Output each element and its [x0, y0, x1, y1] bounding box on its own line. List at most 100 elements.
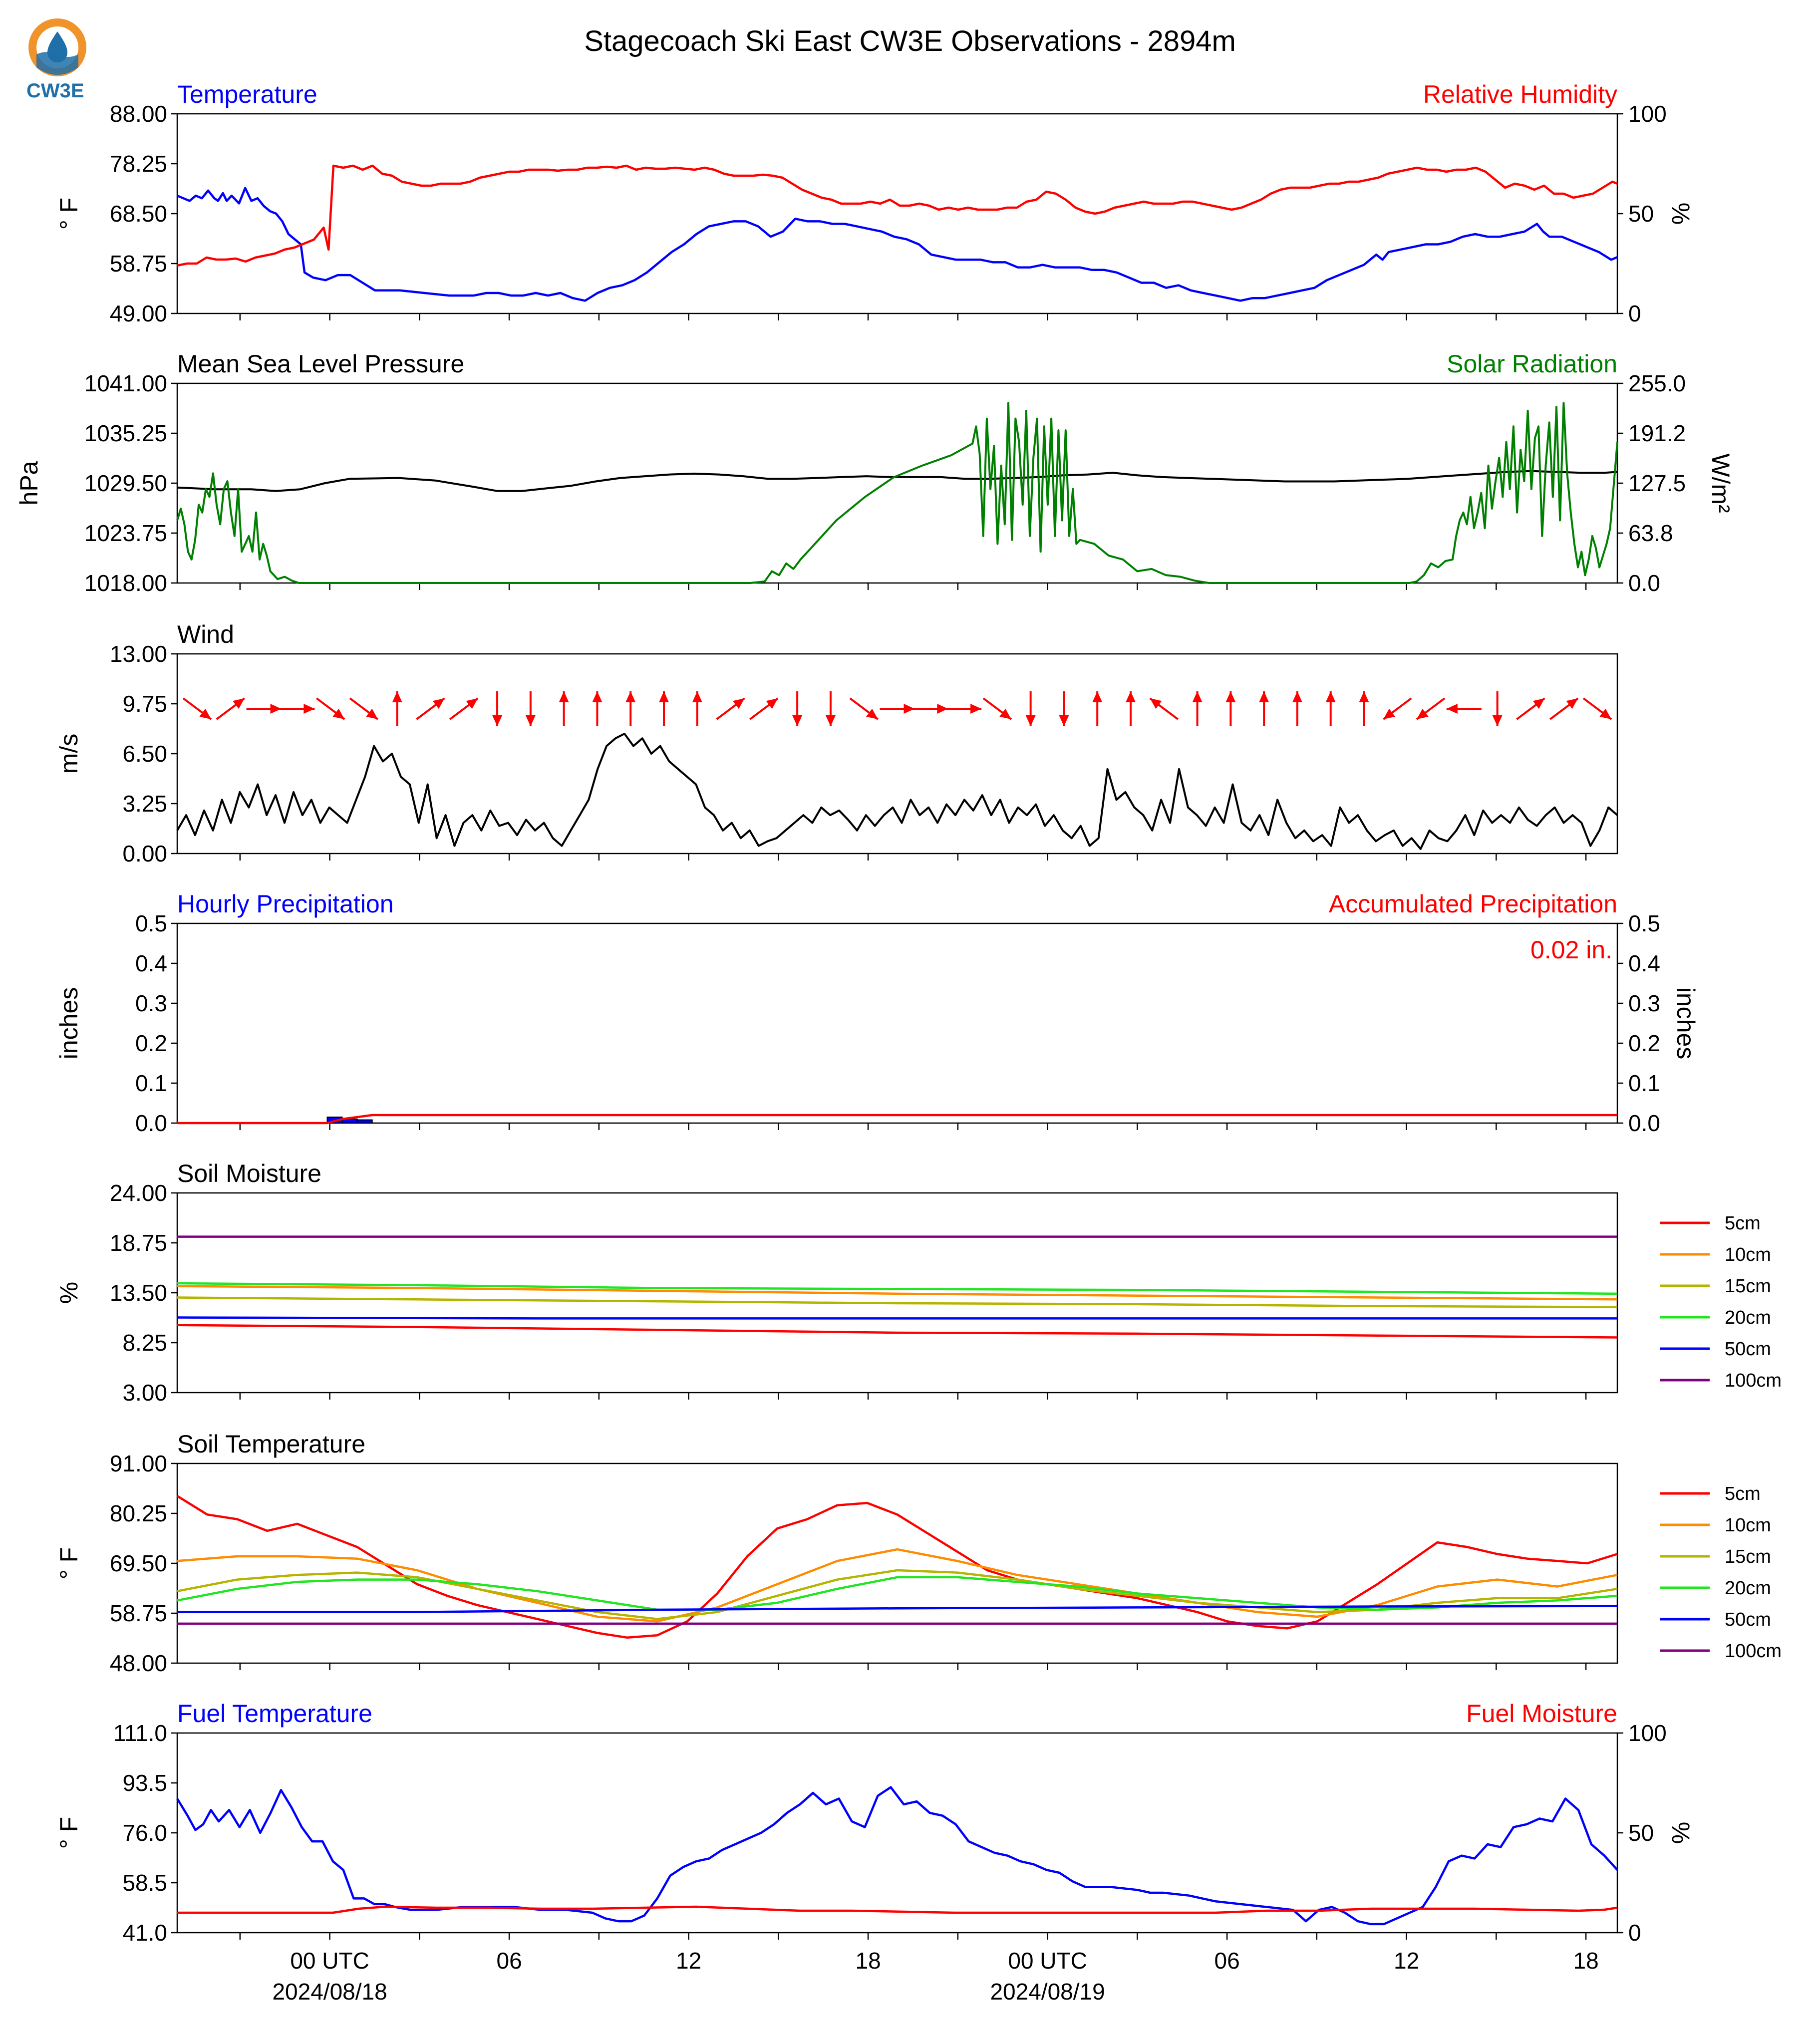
- panel-title-left: Temperature: [177, 80, 317, 108]
- wind-arrow: [792, 691, 803, 726]
- wind-arrow-head: [766, 698, 778, 709]
- series-line-2: [177, 1296, 1618, 1308]
- wind-arrow: [716, 697, 745, 720]
- y-axis-label: ° F: [55, 1817, 83, 1849]
- y-tick-label: 69.50: [110, 1550, 167, 1576]
- series-line-0: [177, 470, 1618, 492]
- wind-arrow: [1516, 697, 1545, 720]
- wind-arrow-head: [492, 715, 503, 726]
- accum-annotation: 0.02 in.: [1530, 936, 1612, 964]
- wind-arrow-head: [233, 698, 245, 709]
- cw3e-logo: CW3E: [26, 18, 86, 102]
- wind-arrow: [1192, 691, 1203, 726]
- date-label: 2024/08/19: [990, 1979, 1105, 2005]
- wind-arrow: [749, 697, 779, 720]
- y-tick-label: 1035.25: [84, 420, 167, 446]
- wind-arrow-head: [692, 691, 702, 702]
- y-tick-label-right: 0: [1628, 300, 1641, 326]
- wind-arrow-head: [1126, 691, 1136, 702]
- series-line-0: [176, 1786, 1618, 1926]
- wind-arrow-head: [1383, 708, 1395, 719]
- wind-arrow: [592, 691, 603, 726]
- y-tick-label: 111.0: [113, 1720, 167, 1746]
- y-tick-label: 0.2: [135, 1030, 167, 1056]
- legend-label: 5cm: [1725, 1483, 1761, 1504]
- series-line-0: [176, 1495, 1618, 1639]
- y-tick-label-right: 0.2: [1628, 1030, 1660, 1056]
- panel-title-left: Soil Moisture: [177, 1159, 321, 1187]
- series-line-0: [177, 187, 1618, 302]
- wind-arrow-head: [937, 704, 948, 714]
- wind-arrow-head: [366, 708, 378, 719]
- wind-arrow: [1359, 691, 1369, 726]
- series-line-4: [177, 1316, 1617, 1320]
- wind-arrow-head: [392, 691, 402, 702]
- y-axis-label: ° F: [55, 1547, 83, 1579]
- y-axis-label: inches: [55, 987, 83, 1060]
- wind-arrow-head: [1225, 691, 1236, 702]
- series-line-1: [177, 1548, 1618, 1623]
- y-tick-label: 9.75: [122, 691, 167, 717]
- y-tick-label-right: 191.2: [1628, 420, 1686, 446]
- legend-label: 50cm: [1725, 1339, 1771, 1360]
- y-axis-label-right: %: [1667, 1822, 1695, 1844]
- wind-arrow: [416, 697, 445, 720]
- y-tick-label: 18.75: [110, 1230, 167, 1256]
- legend-label: 10cm: [1725, 1515, 1771, 1536]
- wind-arrow: [982, 697, 1012, 720]
- y-tick-label: 88.00: [110, 101, 167, 127]
- panel-title-left: Wind: [177, 620, 234, 648]
- y-tick-label: 8.25: [122, 1330, 167, 1356]
- y-tick-label: 48.00: [110, 1650, 167, 1676]
- y-tick-label-right: 0.5: [1628, 910, 1660, 936]
- y-tick-label: 76.0: [122, 1820, 167, 1846]
- series-line-1: [176, 402, 1618, 584]
- y-tick-label: 0.5: [135, 910, 167, 936]
- panel-frame: [176, 653, 1618, 855]
- y-axis-label-right: W/m²: [1707, 453, 1735, 513]
- y-tick-label: 13.00: [110, 641, 167, 667]
- panel-wind: Wind 0.00 3.25 6.50 9.75 13.00 m/s: [55, 620, 1618, 867]
- wind-arrow: [492, 691, 503, 726]
- y-tick-label: 6.50: [122, 741, 167, 767]
- y-tick-label: 3.00: [122, 1380, 167, 1406]
- wind-arrow: [1446, 704, 1482, 714]
- y-tick-label-right: 50: [1628, 1820, 1654, 1846]
- wind-arrow-head: [1192, 691, 1203, 702]
- panel-soil-temp: Soil Temperature 48.00 58.75 69.50 80.25 91.0…: [55, 1430, 1782, 1676]
- wind-arrow: [1149, 697, 1179, 720]
- series-line-1: [177, 1905, 1618, 1914]
- y-tick-label: 1018.00: [84, 570, 167, 596]
- wind-arrow: [625, 691, 636, 726]
- panels: Temperature Relative Humidity 49.00 58.75 68…: [15, 80, 1782, 2005]
- y-tick-label: 0.0: [135, 1110, 167, 1136]
- legend-label: 5cm: [1725, 1213, 1761, 1234]
- y-tick-label: 68.50: [110, 201, 167, 227]
- wind-arrow: [946, 704, 982, 714]
- precip-bar: [356, 1119, 373, 1124]
- wind-arrow-head: [525, 715, 536, 726]
- wind-arrow-head: [592, 691, 603, 702]
- wind-arrow: [659, 691, 669, 726]
- wind-arrow-head: [792, 715, 803, 726]
- y-tick-label-right: 127.5: [1628, 470, 1686, 496]
- y-tick-label: 24.00: [110, 1180, 167, 1206]
- y-tick-label-right: 50: [1628, 201, 1654, 227]
- y-tick-label-right: 63.8: [1628, 520, 1673, 546]
- page-title: Stagecoach Ski East CW3E Observations - …: [584, 25, 1236, 57]
- panel-pressure-solar: Mean Sea Level Pressure Solar Radiation 10…: [15, 350, 1735, 596]
- wind-arrow-head: [1359, 691, 1369, 702]
- wind-arrow-head: [1566, 698, 1578, 709]
- y-axis-label: ° F: [55, 198, 83, 230]
- y-tick-label: 3.25: [122, 791, 167, 817]
- wind-arrow: [1092, 691, 1103, 726]
- panel-frame: [176, 382, 1618, 584]
- x-tick-label: 12: [676, 1948, 701, 1974]
- wind-arrow-head: [432, 698, 445, 709]
- panel-title-right: Fuel Moisture: [1466, 1700, 1617, 1728]
- time-axis-labels: 00 UTC 06 12 18 00 UTC 06 12 18 2024/08/18 2024/0…: [272, 1948, 1598, 2005]
- panel-title-right: Solar Radiation: [1447, 350, 1617, 378]
- wind-arrow-head: [904, 704, 915, 714]
- x-tick-label: 06: [1214, 1948, 1239, 1974]
